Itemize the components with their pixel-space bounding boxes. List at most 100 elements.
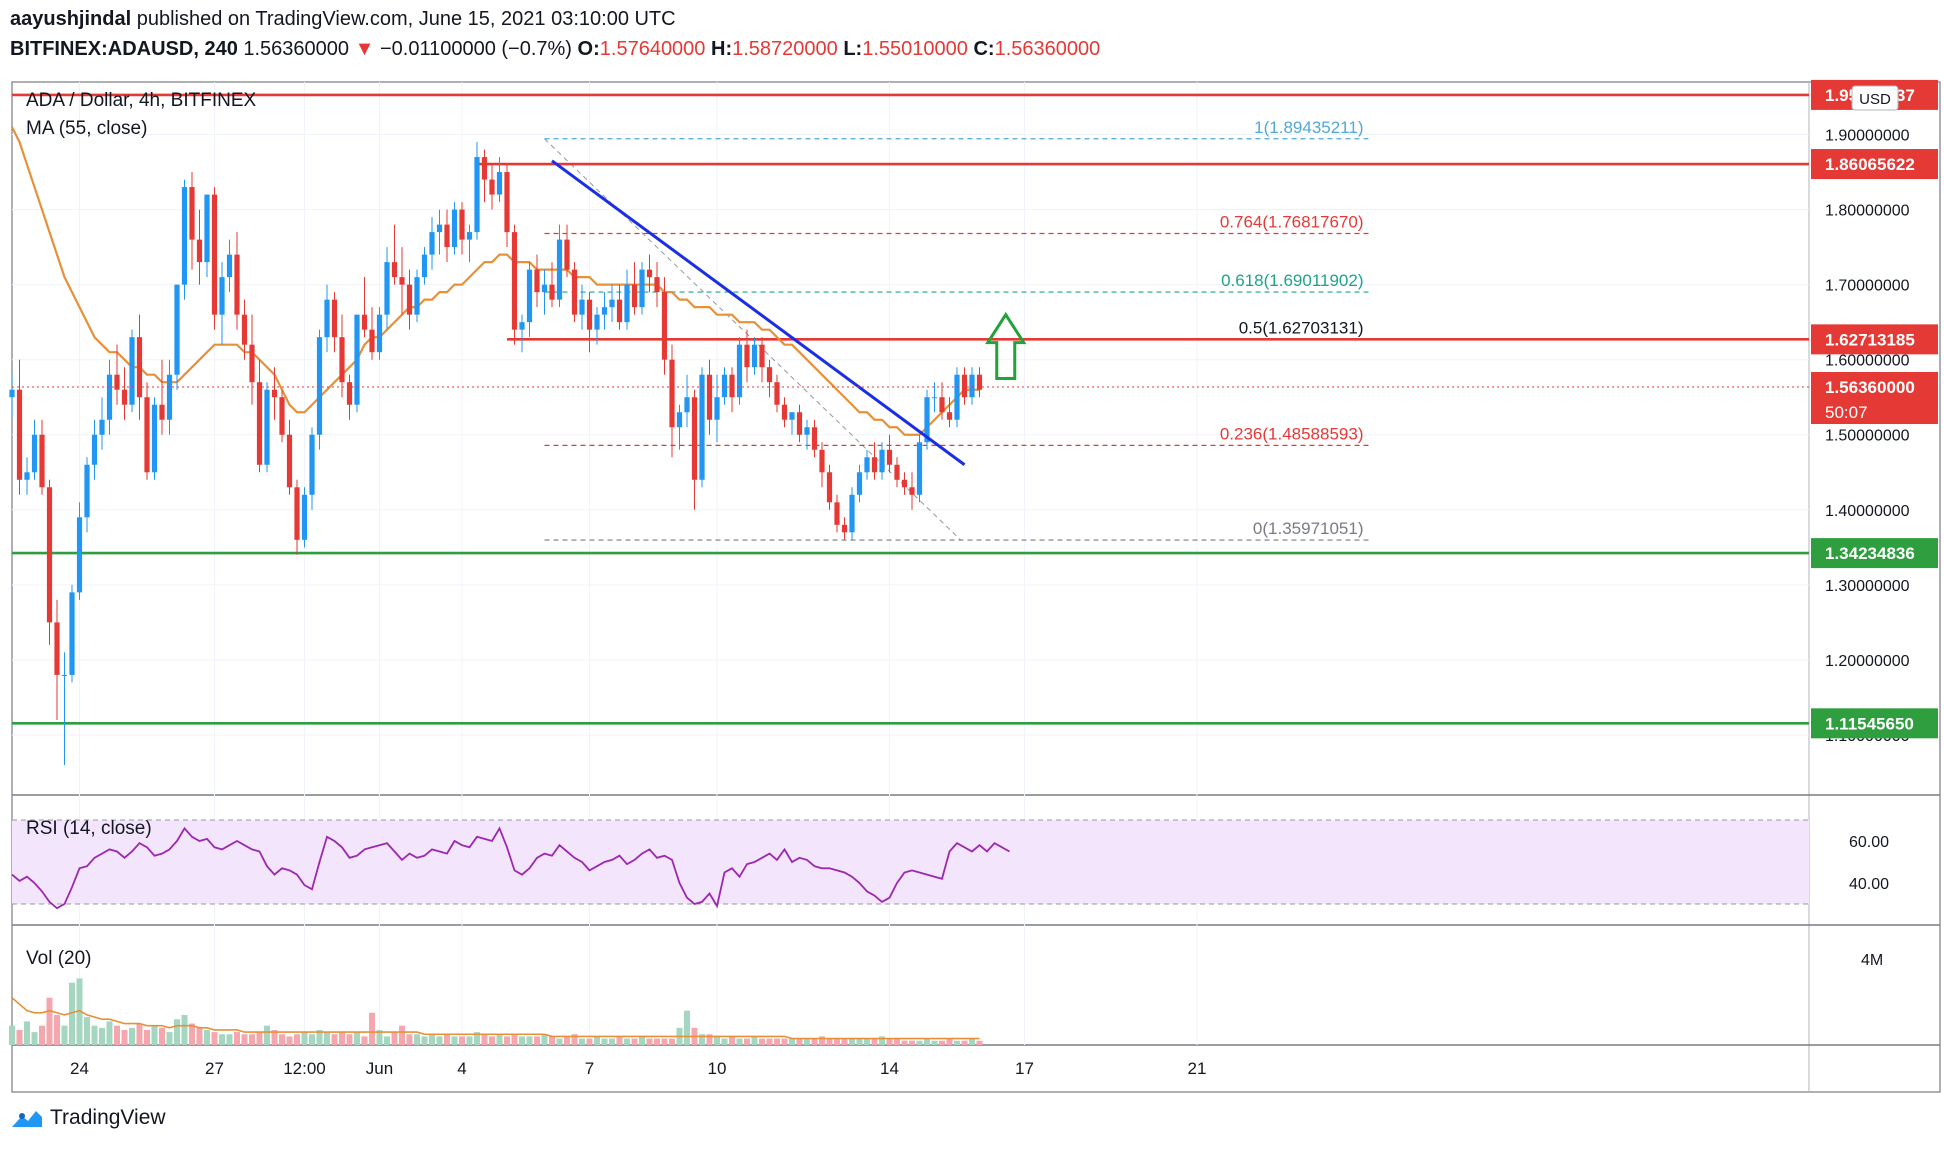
candle-body[interactable]: [129, 337, 135, 405]
candle-body[interactable]: [264, 389, 270, 465]
candle-body[interactable]: [406, 284, 413, 315]
candle-body[interactable]: [361, 314, 368, 330]
candle-body[interactable]: [916, 442, 923, 495]
candle-body[interactable]: [819, 449, 825, 473]
candle-body[interactable]: [279, 397, 285, 435]
candle-body[interactable]: [976, 374, 983, 390]
candle-body[interactable]: [954, 374, 960, 420]
candle-body[interactable]: [39, 434, 45, 488]
candle-body[interactable]: [886, 449, 893, 465]
candle-body[interactable]: [211, 194, 218, 315]
candle-body[interactable]: [219, 277, 225, 315]
candle-body[interactable]: [421, 254, 428, 278]
candle-body[interactable]: [189, 187, 195, 240]
candle-body[interactable]: [826, 472, 833, 503]
candle-body[interactable]: [204, 194, 210, 263]
candle-body[interactable]: [474, 157, 480, 233]
candle-body[interactable]: [564, 239, 570, 270]
candle-body[interactable]: [579, 299, 585, 315]
candle-body[interactable]: [796, 412, 803, 435]
candle-body[interactable]: [856, 472, 863, 495]
candle-body[interactable]: [706, 374, 713, 420]
candle-body[interactable]: [691, 397, 698, 480]
candle-body[interactable]: [294, 487, 300, 540]
candle-body[interactable]: [504, 172, 510, 233]
candle-body[interactable]: [384, 262, 390, 315]
candle-body[interactable]: [849, 494, 855, 533]
candle-body[interactable]: [61, 674, 68, 676]
candle-body[interactable]: [766, 367, 773, 383]
candle-body[interactable]: [729, 374, 735, 398]
candle-body[interactable]: [414, 277, 420, 315]
candle-body[interactable]: [181, 187, 188, 285]
candle-body[interactable]: [489, 179, 495, 195]
candle-body[interactable]: [931, 397, 938, 399]
candle-body[interactable]: [241, 314, 248, 345]
candle-body[interactable]: [969, 374, 975, 398]
currency-badge[interactable]: [1851, 85, 1899, 111]
candle-body[interactable]: [324, 299, 330, 338]
bearish-trendline[interactable]: [551, 159, 966, 466]
candle-body[interactable]: [331, 299, 338, 338]
candle-body[interactable]: [654, 277, 660, 293]
candle-body[interactable]: [196, 239, 203, 263]
candle-body[interactable]: [669, 359, 675, 428]
candle-body[interactable]: [811, 427, 818, 450]
candle-body[interactable]: [399, 277, 405, 285]
candle-body[interactable]: [339, 337, 345, 383]
candle-body[interactable]: [556, 239, 563, 300]
candle-body[interactable]: [736, 344, 743, 398]
candle-body[interactable]: [939, 397, 945, 413]
publisher-name[interactable]: aayushjindal: [10, 8, 132, 30]
candle-body[interactable]: [804, 427, 810, 435]
candle-body[interactable]: [699, 374, 705, 480]
candle-body[interactable]: [91, 434, 98, 465]
candle-body[interactable]: [924, 397, 930, 443]
candle-body[interactable]: [684, 397, 690, 413]
candle-body[interactable]: [894, 464, 900, 480]
candle-body[interactable]: [459, 209, 465, 240]
candle-body[interactable]: [744, 344, 750, 368]
candle-body[interactable]: [429, 232, 435, 255]
candle-body[interactable]: [751, 344, 758, 368]
candle-body[interactable]: [226, 254, 233, 278]
candle-body[interactable]: [624, 284, 630, 323]
candle-body[interactable]: [354, 314, 360, 405]
candle-body[interactable]: [271, 389, 278, 398]
candle-body[interactable]: [909, 487, 915, 495]
candle-body[interactable]: [616, 299, 623, 323]
candle-body[interactable]: [901, 479, 908, 488]
footer-brand[interactable]: TradingView: [50, 1106, 166, 1129]
candle-body[interactable]: [871, 457, 878, 473]
candle-body[interactable]: [436, 224, 443, 233]
candle-body[interactable]: [46, 487, 53, 623]
candle-body[interactable]: [961, 374, 968, 398]
candle-body[interactable]: [369, 329, 375, 353]
candle-body[interactable]: [631, 284, 638, 308]
candle-body[interactable]: [864, 457, 870, 473]
candle-body[interactable]: [541, 284, 548, 293]
candle-body[interactable]: [639, 269, 645, 308]
candle-body[interactable]: [159, 404, 165, 420]
candle-body[interactable]: [781, 404, 788, 420]
candle-body[interactable]: [946, 412, 953, 420]
candle-body[interactable]: [376, 314, 383, 353]
candle-body[interactable]: [249, 344, 255, 383]
candle-body[interactable]: [9, 389, 15, 398]
candle-body[interactable]: [759, 344, 765, 368]
candle-body[interactable]: [646, 269, 653, 278]
candle-body[interactable]: [24, 472, 30, 480]
candle-body[interactable]: [174, 284, 180, 375]
candle-body[interactable]: [834, 502, 840, 525]
candle-body[interactable]: [346, 382, 353, 405]
candle-body[interactable]: [481, 157, 488, 180]
candle-body[interactable]: [519, 322, 525, 330]
candle-body[interactable]: [586, 299, 593, 330]
candle-body[interactable]: [151, 404, 158, 473]
candle-body[interactable]: [114, 374, 120, 390]
candle-body[interactable]: [451, 209, 458, 248]
candle-body[interactable]: [661, 292, 668, 360]
candle-body[interactable]: [84, 464, 90, 518]
candle-body[interactable]: [31, 434, 38, 473]
candle-body[interactable]: [466, 232, 473, 240]
